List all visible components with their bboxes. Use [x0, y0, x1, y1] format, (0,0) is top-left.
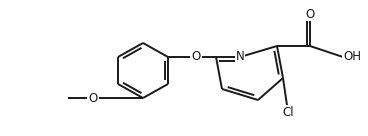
Text: O: O [305, 7, 315, 21]
Text: Cl: Cl [282, 106, 294, 118]
Text: OH: OH [343, 50, 361, 64]
Text: O: O [88, 92, 98, 104]
Text: N: N [236, 50, 244, 64]
Text: O: O [191, 50, 201, 64]
